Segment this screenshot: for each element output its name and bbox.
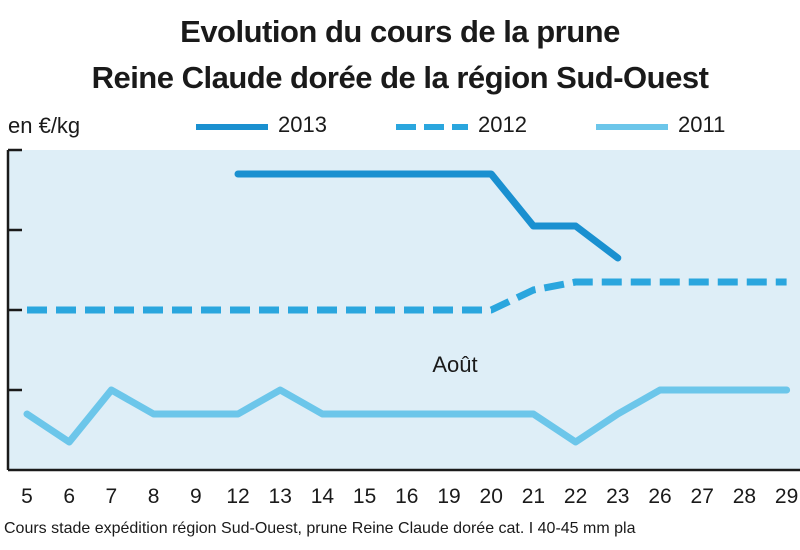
x-tick-label: 15 — [353, 485, 376, 508]
x-tick-label: 26 — [648, 485, 671, 508]
x-tick-label: 28 — [733, 485, 756, 508]
chart-title-line-2: Reine Claude dorée de la région Sud-Oues… — [91, 60, 709, 95]
x-tick-label: 20 — [480, 485, 503, 508]
legend-swatch-2012 — [396, 124, 468, 130]
x-tick-labels: 5 6 7 8 9 12 13 14 15 16 19 20 21 22 23 26 27 28 29 — [21, 485, 798, 508]
month-annotation: Août — [432, 352, 477, 377]
x-tick-label: 8 — [148, 485, 160, 508]
legend-item-2012: 2012 — [396, 112, 556, 140]
x-tick-label: 7 — [106, 485, 118, 508]
x-tick-label: 27 — [691, 485, 714, 508]
legend-swatch-2013 — [196, 124, 268, 130]
x-tick-label: 16 — [395, 485, 418, 508]
chart-title-line-1: Evolution du cours de la prune — [180, 14, 620, 49]
series-line-2011 — [23, 386, 791, 446]
legend-item-2011: 2011 — [596, 112, 756, 140]
x-tick-label: 6 — [63, 485, 75, 508]
series-line-2012 — [27, 278, 787, 314]
x-tick-label: 12 — [226, 485, 249, 508]
legend-label-2011: 2011 — [678, 112, 726, 137]
series-lines — [23, 170, 791, 446]
x-tick-label: 22 — [564, 485, 587, 508]
legend-item-2013: 2013 — [196, 112, 356, 140]
x-tick-label: 21 — [522, 485, 545, 508]
legend-label-2012: 2012 — [478, 112, 527, 137]
legend-label-2013: 2013 — [278, 112, 327, 137]
x-tick-label: 13 — [269, 485, 292, 508]
x-tick-label: 19 — [437, 485, 460, 508]
footnote: Cours stade expédition région Sud-Ouest,… — [4, 520, 636, 537]
x-tick-label: 23 — [606, 485, 629, 508]
x-tick-label: 9 — [190, 485, 202, 508]
axes — [6, 148, 800, 472]
series-line-2013 — [234, 170, 622, 262]
legend-swatch-2011 — [596, 124, 668, 130]
y-axis-unit-label: en €/kg — [8, 113, 81, 138]
x-tick-label: 14 — [311, 485, 335, 508]
x-tick-label: 5 — [21, 485, 33, 508]
x-tick-label: 29 — [775, 485, 798, 508]
